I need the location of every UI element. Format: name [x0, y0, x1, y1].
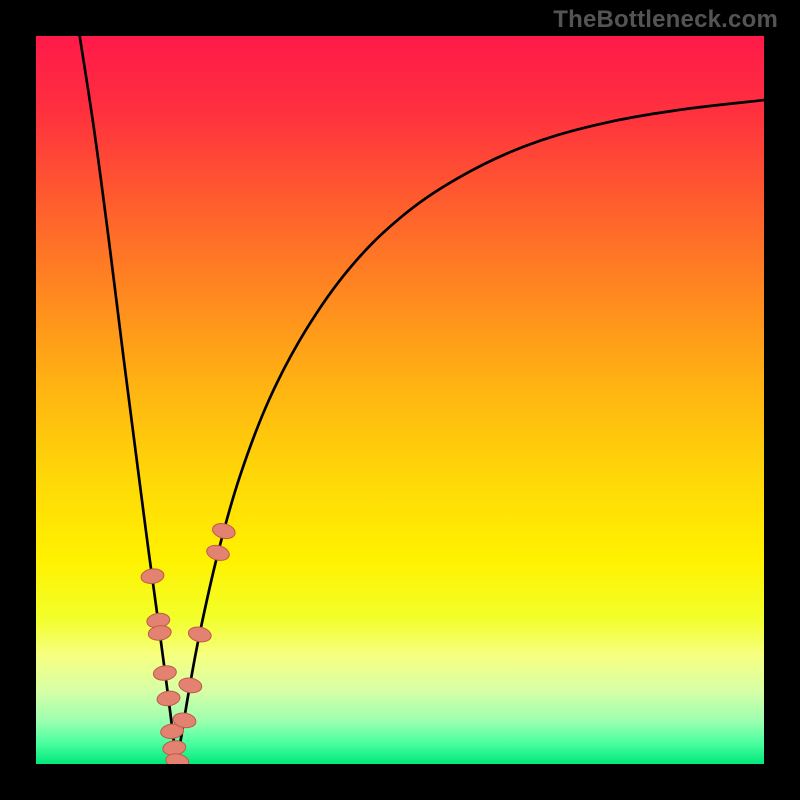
marker-point	[140, 568, 165, 585]
curve-right-branch	[177, 100, 764, 764]
marker-point	[153, 664, 178, 681]
attribution-label: TheBottleneck.com	[553, 6, 778, 34]
marker-point	[205, 543, 231, 563]
curve-left-branch	[80, 36, 177, 764]
marker-point	[178, 676, 203, 694]
data-markers	[140, 521, 237, 764]
marker-point	[187, 625, 212, 644]
plot-area	[36, 36, 764, 764]
chart-container: TheBottleneck.com	[0, 0, 800, 800]
curve-layer	[36, 36, 764, 764]
marker-point	[211, 521, 237, 541]
marker-point	[156, 690, 181, 707]
